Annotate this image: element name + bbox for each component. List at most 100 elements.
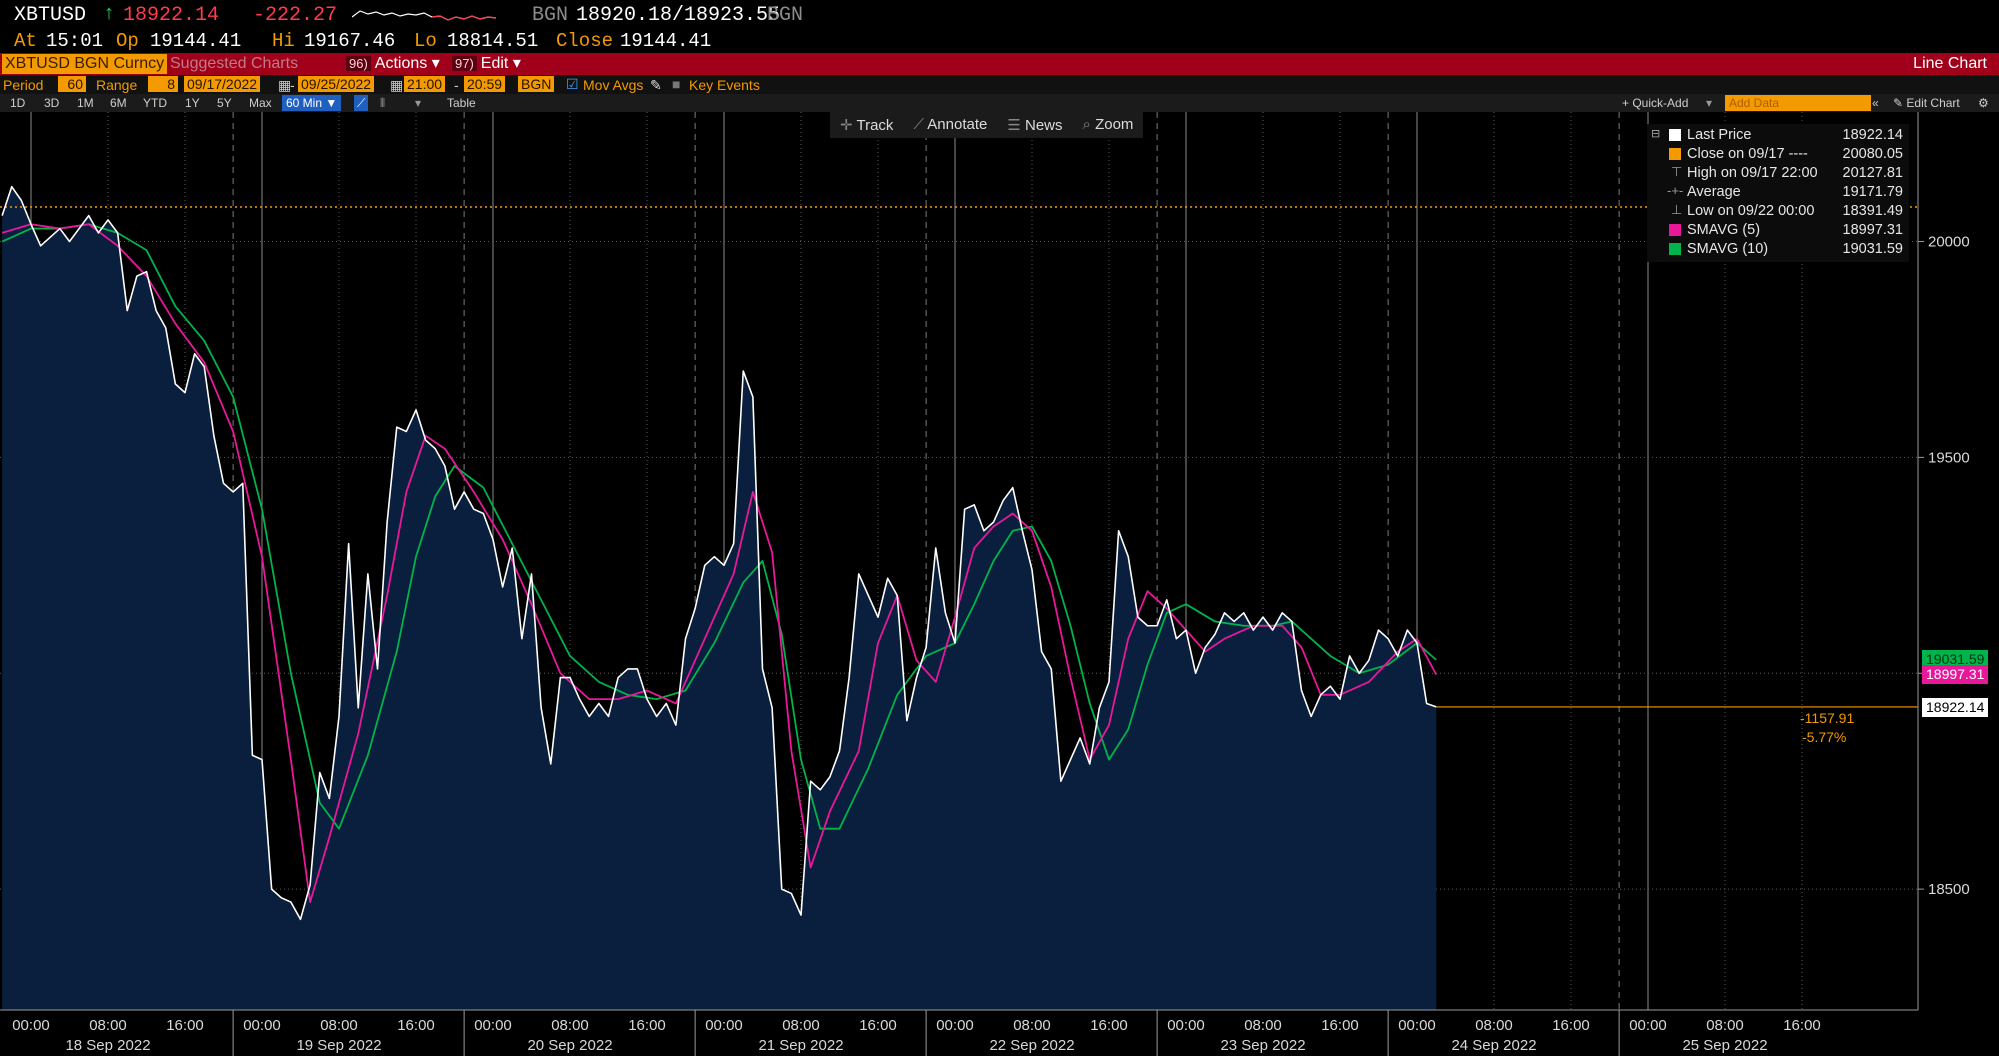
low-marker-icon: ⊥ [1671, 202, 1683, 217]
smavg-5-tag: 18997.31 [1922, 665, 1989, 684]
end-time-input[interactable]: 20:59 [464, 76, 506, 92]
key-events-label[interactable]: Key Events [689, 77, 760, 93]
smavg-5-line [1, 223, 1438, 903]
x-time-label: 16:00 [1321, 1017, 1359, 1034]
zoom-button[interactable]: ⌕ Zoom [1073, 112, 1144, 138]
x-time-label: 00:00 [705, 1017, 743, 1034]
percent-change-label: -5.77% [1802, 729, 1847, 745]
tab-1y[interactable]: 1Y [185, 96, 200, 110]
annotate-button[interactable]: ⟋ Annotate [903, 112, 997, 138]
news-button[interactable]: ☰ News [997, 112, 1072, 138]
legend-row-close[interactable]: Close on 09/17 ---- 20080.05 [1647, 145, 1909, 164]
x-time-label: 16:00 [1090, 1017, 1128, 1034]
x-time-label: 00:00 [936, 1017, 974, 1034]
smavg-10-tag: 19031.59 [1922, 650, 1989, 669]
edit-menu-button[interactable]: 97) Edit ▾ [452, 55, 521, 73]
track-button[interactable]: ✛ Track [830, 112, 903, 138]
price-area [2, 186, 1437, 1010]
x-day-label: 22 Sep 2022 [989, 1037, 1074, 1054]
x-time-label: 08:00 [1706, 1017, 1744, 1034]
end-date-input[interactable]: 09/25/2022 [298, 76, 375, 92]
x-time-label: 16:00 [1552, 1017, 1590, 1034]
high-label: Hi [272, 30, 295, 52]
legend-row-smavg-10[interactable]: SMAVG (10) 19031.59 [1647, 240, 1909, 259]
legend-row-smavg-5[interactable]: SMAVG (5) 18997.31 [1647, 221, 1909, 240]
legend-row-high[interactable]: ⊤ High on 09/17 22:00 20127.81 [1647, 164, 1909, 183]
legend-value: 18922.14 [1842, 127, 1903, 143]
legend-row-low[interactable]: ⊥ Low on 09/22 00:00 18391.49 [1647, 202, 1909, 221]
checkbox-unchecked-icon[interactable]: ■ [672, 76, 681, 92]
add-data-input[interactable]: Add Data [1725, 95, 1871, 111]
legend-value: 20127.81 [1842, 165, 1903, 181]
tab-6m[interactable]: 6M [110, 96, 127, 110]
x-time-label: 16:00 [397, 1017, 435, 1034]
start-date-input[interactable]: 09/17/2022 [184, 76, 261, 92]
period-input[interactable]: 60 [58, 76, 86, 92]
range-input[interactable]: 8 [148, 76, 178, 92]
net-change-label: -1157.91 [1800, 710, 1855, 726]
calendar-icon[interactable]: ▦ [278, 77, 292, 93]
tab-ytd[interactable]: YTD [143, 96, 167, 110]
tab-1d[interactable]: 1D [10, 96, 26, 110]
legend-value: 18997.31 [1842, 222, 1903, 238]
legend-label: Low on 09/22 00:00 [1687, 203, 1815, 219]
tab-5y[interactable]: 5Y [217, 96, 232, 110]
bid-source: BGN [532, 4, 569, 27]
chart-type-label[interactable]: Line Chart [1913, 55, 1987, 72]
legend-swatch [1669, 243, 1681, 255]
x-time-label: 00:00 [474, 1017, 512, 1034]
legend-label: SMAVG (5) [1687, 222, 1761, 238]
x-time-label: 08:00 [1244, 1017, 1282, 1034]
y-tick-label: 19500 [1928, 449, 1970, 466]
x-time-label: 16:00 [859, 1017, 897, 1034]
last-price-series [1, 185, 1918, 921]
security-field[interactable]: XBTUSD BGN Curncy [2, 54, 168, 74]
quick-add-button[interactable]: + Quick-Add [1622, 96, 1689, 110]
x-time-label: 08:00 [89, 1017, 127, 1034]
zoom-label: Zoom [1095, 116, 1134, 133]
x-day-label: 18 Sep 2022 [65, 1037, 150, 1054]
x-time-label: 00:00 [243, 1017, 281, 1034]
edit-chart-button[interactable]: ✎ Edit Chart [1893, 95, 1960, 111]
y-tick-label: 18500 [1928, 881, 1970, 898]
x-time-label: 08:00 [551, 1017, 589, 1034]
collapse-legend-icon[interactable]: ⊟ [1651, 128, 1661, 140]
tab-3d[interactable]: 3D [44, 96, 60, 110]
tab-60-min[interactable]: 60 Min ▼ [282, 95, 342, 111]
tab-max[interactable]: Max [249, 96, 272, 110]
gear-icon[interactable]: ⚙ [1978, 96, 1989, 110]
x-day-label: 24 Sep 2022 [1451, 1037, 1536, 1054]
line-chart-icon[interactable]: ⟋ [354, 95, 369, 111]
chevron-down-icon: ▼ [325, 96, 338, 110]
x-time-label: 16:00 [166, 1017, 204, 1034]
source-input[interactable]: BGN [518, 76, 555, 92]
table-button[interactable]: Table [447, 96, 476, 110]
at-label: At [14, 30, 37, 52]
price-chart[interactable]: 18500190001950020000 00:0008:0016:0000:0… [0, 112, 1970, 1056]
calendar-icon[interactable]: ▦ [390, 77, 404, 93]
chart-toolbar: XBTUSD BGN Curncy Suggested Charts 96) Ac… [0, 53, 1999, 75]
collapse-icon[interactable]: « [1872, 96, 1879, 110]
bar-chart-icon[interactable]: ⫴ [380, 96, 386, 110]
high-marker-icon: ⊤ [1671, 164, 1683, 179]
last-price-tag: 18922.14 [1922, 698, 1989, 717]
tab-1m[interactable]: 1M [77, 96, 94, 110]
suggested-charts-button[interactable]: Suggested Charts [170, 55, 298, 73]
smavg-10-series [1, 223, 1437, 830]
open-value: 19144.41 [150, 30, 242, 52]
legend-row-average[interactable]: -+- Average 19171.79 [1647, 183, 1909, 202]
y-tick-label: 20000 [1928, 234, 1970, 251]
pencil-icon[interactable]: ✎ [650, 77, 662, 93]
start-time-input[interactable]: 21:00 [404, 76, 446, 92]
pencil-icon: ✎ [1893, 96, 1904, 110]
checkbox-checked-icon[interactable]: ☑ [566, 76, 579, 92]
mov-avgs-label[interactable]: Mov Avgs [583, 77, 644, 93]
price-area-fill [2, 186, 1437, 1010]
chevron-down-icon[interactable]: ▾ [415, 96, 422, 110]
legend-label: SMAVG (10) [1687, 241, 1769, 257]
legend-row-last-price[interactable]: Last Price 18922.14 [1647, 126, 1909, 145]
x-axis: 00:00 08:00 16:00 00:00 08:00 16:00 00:00 08:00… [0, 1009, 1918, 1056]
actions-menu-button[interactable]: 96) Actions ▾ [346, 55, 440, 73]
sparkline [351, 3, 502, 31]
x-time-label: 00:00 [1167, 1017, 1205, 1034]
